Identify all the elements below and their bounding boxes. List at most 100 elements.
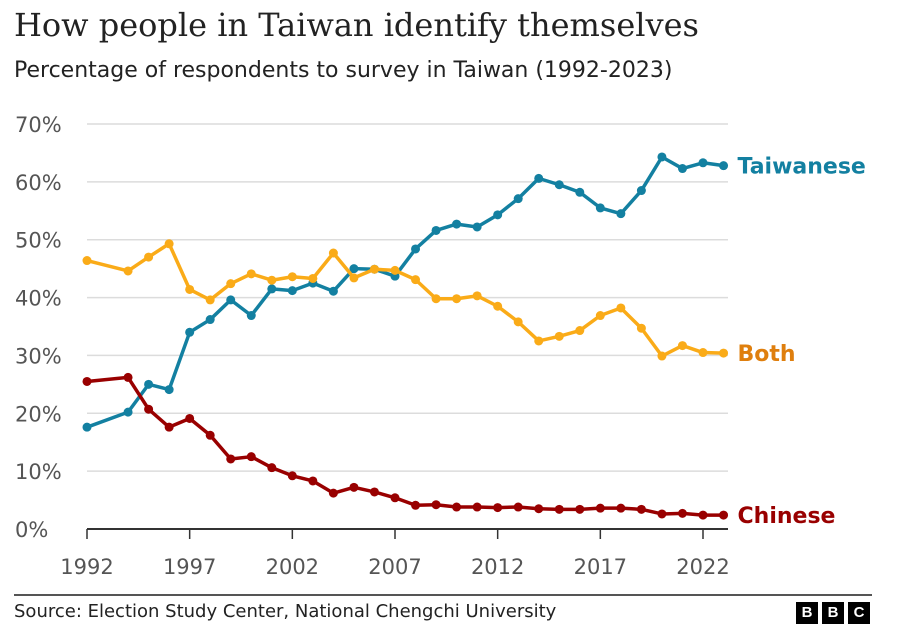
both-point (144, 252, 154, 262)
chinese-point (123, 372, 133, 382)
chinese-point (431, 500, 441, 510)
both-point (308, 273, 318, 283)
taiwanese-point (205, 315, 215, 325)
both-point (677, 341, 687, 351)
chinese-point (144, 404, 154, 414)
taiwanese-point (452, 219, 462, 229)
taiwanese-point (719, 161, 729, 171)
both-point (472, 291, 482, 301)
chinese-point (349, 482, 359, 492)
taiwanese-point (636, 186, 646, 196)
both-point (431, 294, 441, 304)
chinese-point (411, 500, 421, 510)
both-point (287, 272, 297, 282)
taiwanese-point (246, 311, 256, 321)
both-point (82, 256, 92, 266)
taiwanese-point (513, 194, 523, 204)
taiwanese-point (287, 286, 297, 296)
bbc-logo-block: B (822, 602, 844, 624)
bbc-logo: B B C (796, 602, 870, 624)
taiwanese-series-label: Taiwanese (738, 155, 866, 180)
taiwanese-point (575, 187, 585, 197)
x-tick-label: 2007 (368, 555, 421, 579)
x-tick-label: 1997 (163, 555, 216, 579)
both-point (616, 303, 626, 313)
chinese-point (328, 488, 338, 498)
both-point (246, 269, 256, 279)
both-point (493, 301, 503, 311)
both-point (328, 248, 338, 258)
chinese-point (719, 510, 729, 520)
taiwanese-point (677, 164, 687, 174)
chinese-point (493, 503, 503, 513)
chinese-point (677, 508, 687, 518)
bbc-logo-block: B (796, 602, 818, 624)
taiwanese-point (472, 222, 482, 232)
x-axis: 1992 1997 2002 2007 2012 2017 2022 (60, 528, 730, 579)
chart-title: How people in Taiwan identify themselves (14, 6, 699, 44)
taiwanese-point (657, 152, 667, 162)
both-point (205, 295, 215, 305)
y-tick-label: 70% (15, 113, 62, 137)
chinese-point (164, 422, 174, 432)
taiwanese-point (123, 407, 133, 417)
both-point (411, 275, 421, 285)
taiwanese-point (595, 203, 605, 213)
chinese-point (554, 504, 564, 514)
both-point (554, 331, 564, 341)
taiwanese-point (267, 284, 277, 294)
taiwanese-point (431, 225, 441, 235)
footer-divider (14, 594, 872, 596)
chinese-series-label: Chinese (738, 504, 836, 529)
chinese-point (205, 430, 215, 440)
both-point (267, 275, 277, 285)
x-tick-label: 2017 (574, 555, 627, 579)
chinese-point (513, 502, 523, 512)
bbc-logo-block: C (848, 602, 870, 624)
chinese-point (308, 476, 318, 486)
both-point (575, 326, 585, 336)
both-point (595, 311, 605, 321)
chinese-point (698, 510, 708, 520)
chinese-point (267, 463, 277, 473)
x-tick-label: 2002 (266, 555, 319, 579)
taiwanese-point (349, 264, 359, 274)
both-point (390, 265, 400, 275)
chinese-point (636, 504, 646, 514)
chinese-point (369, 487, 379, 497)
chinese-point (287, 471, 297, 481)
both-point (513, 317, 523, 327)
both-point (226, 279, 236, 289)
y-tick-label: 60% (15, 171, 62, 195)
both-point (719, 348, 729, 358)
taiwanese-point (554, 180, 564, 190)
both-point (636, 323, 646, 333)
taiwanese-point (493, 210, 503, 220)
taiwanese-point (411, 244, 421, 254)
chinese-point (657, 509, 667, 519)
x-tick-label: 2022 (676, 555, 729, 579)
taiwanese-point (698, 158, 708, 168)
both-point (452, 294, 462, 304)
y-axis-ticks: 0% 10% 20% 30% 40% 50% 60% 70% (15, 113, 62, 542)
chart-subtitle: Percentage of respondents to survey in T… (14, 58, 673, 83)
chinese-point (185, 413, 195, 423)
y-tick-label: 20% (15, 402, 62, 426)
chinese-point (452, 502, 462, 512)
chinese-point (390, 493, 400, 503)
taiwanese-point (185, 327, 195, 337)
x-tick-label: 2012 (471, 555, 524, 579)
chinese-line (86, 375, 724, 517)
taiwanese-point (144, 379, 154, 389)
chinese-point (246, 452, 256, 462)
both-point (698, 348, 708, 358)
chinese-point (595, 503, 605, 513)
series-labels: Taiwanese Both Chinese (738, 155, 866, 529)
taiwanese-point (328, 286, 338, 296)
y-tick-label: 0% (15, 518, 48, 542)
both-point (349, 273, 359, 283)
gridlines (87, 123, 728, 472)
taiwanese-point (534, 173, 544, 183)
y-tick-label: 10% (15, 460, 62, 484)
